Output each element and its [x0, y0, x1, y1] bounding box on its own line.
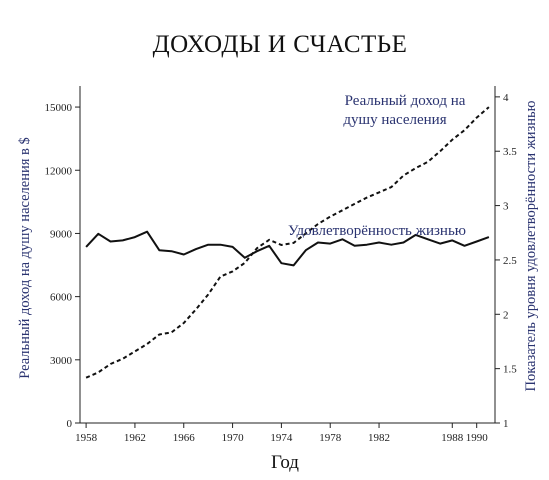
left-y-tick-label: 12000 [45, 165, 73, 177]
chart-title: ДОХОДЫ И СЧАСТЬЕ [153, 31, 408, 58]
right-y-axis-ticks: 1 1.5 2 2.5 3 3.5 4 [495, 92, 517, 430]
left-y-tick-label: 6000 [50, 292, 73, 304]
right-y-axis-label: Показатель уровня удовлетворённости жизн… [523, 100, 539, 391]
left-y-tick-label: 0 [67, 418, 73, 430]
x-tick-label: 1974 [270, 432, 293, 444]
x-tick-label: 1962 [124, 432, 146, 444]
plot-frame [79, 86, 496, 424]
right-y-tick-label: 3 [503, 201, 509, 213]
right-y-tick-label: 2 [503, 309, 509, 321]
x-tick-label: 1978 [319, 432, 342, 444]
x-tick-label: 1966 [173, 432, 196, 444]
x-tick-label: 1982 [368, 432, 390, 444]
income-series-label-line-2: душу населения [343, 112, 446, 128]
x-tick-label: 1970 [222, 432, 245, 444]
right-y-tick-label: 1 [503, 418, 509, 430]
income-series-line [85, 106, 490, 379]
left-y-axis-ticks: 0 3000 6000 9000 12000 15000 [45, 102, 80, 430]
x-axis-label: Год [271, 452, 299, 473]
income-series-label-line-1: Реальный доход на [345, 93, 466, 109]
right-y-tick-label: 2.5 [503, 255, 517, 267]
right-y-tick-label: 3.5 [503, 146, 517, 158]
satisfaction-series-label: Удовлетворённость жизнью [288, 223, 466, 239]
x-tick-label: 1958 [75, 432, 98, 444]
satisfaction-series-line [85, 230, 490, 267]
series-group [85, 106, 490, 379]
x-tick-label: 1988 [441, 432, 464, 444]
left-y-tick-label: 3000 [50, 355, 73, 367]
left-y-tick-label: 9000 [50, 228, 73, 240]
left-y-tick-label: 15000 [45, 102, 73, 114]
right-y-tick-label: 1.5 [503, 364, 517, 376]
right-y-tick-label: 4 [503, 92, 509, 104]
x-tick-label: 1990 [466, 432, 489, 444]
left-y-axis-label: Реальный доход на душу населения в $ [17, 137, 33, 379]
x-axis-ticks: 1958 1962 1966 1970 1974 1978 1982 1988 1990 [75, 423, 488, 444]
